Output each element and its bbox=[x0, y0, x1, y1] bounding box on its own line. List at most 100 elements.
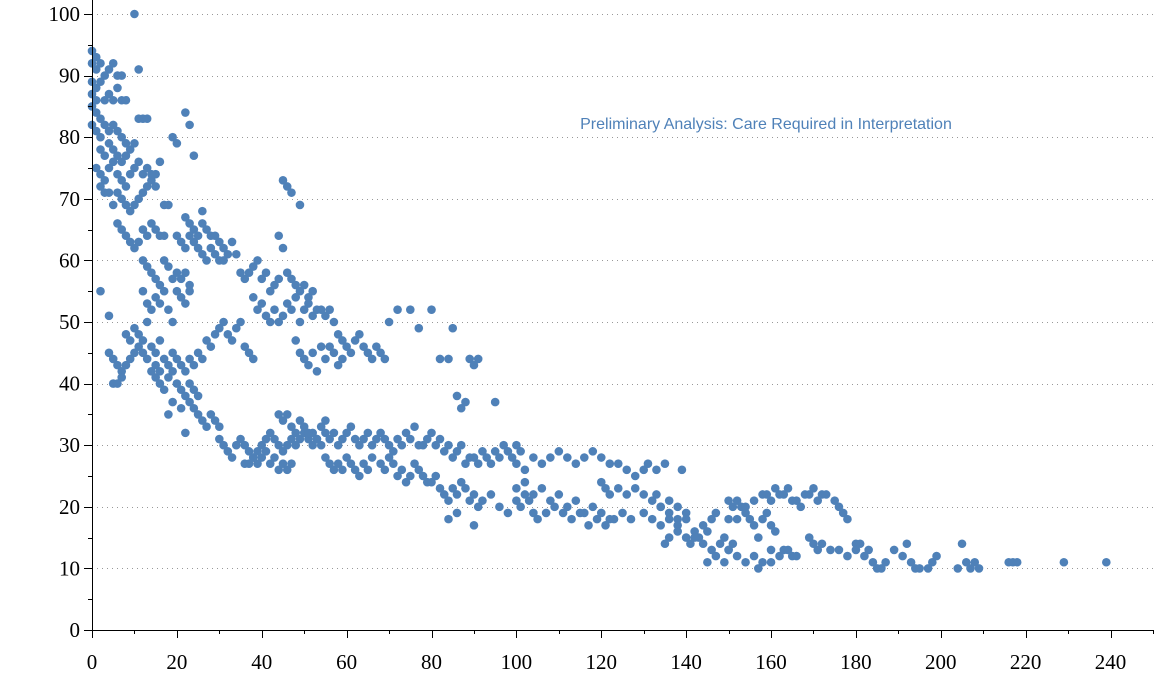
data-point bbox=[270, 280, 279, 290]
data-point bbox=[406, 471, 415, 481]
data-point bbox=[113, 151, 122, 160]
data-point bbox=[240, 440, 250, 450]
data-point bbox=[261, 268, 271, 278]
data-point bbox=[439, 490, 449, 499]
data-point bbox=[151, 373, 160, 382]
data-point bbox=[512, 496, 521, 505]
data-point bbox=[91, 65, 101, 74]
data-point bbox=[287, 434, 296, 444]
data-point bbox=[444, 354, 453, 364]
y-tick-label: 10 bbox=[59, 556, 80, 580]
data-point bbox=[189, 360, 199, 370]
data-point bbox=[287, 422, 296, 432]
data-point bbox=[724, 514, 733, 524]
data-point bbox=[198, 219, 207, 228]
data-point bbox=[176, 403, 186, 413]
data-point bbox=[176, 274, 186, 284]
data-point bbox=[147, 366, 156, 376]
data-point bbox=[520, 465, 530, 475]
data-point bbox=[181, 108, 190, 117]
data-point bbox=[393, 434, 402, 444]
data-point bbox=[592, 514, 602, 524]
data-point bbox=[448, 453, 458, 462]
data-point bbox=[596, 453, 606, 462]
data-point bbox=[278, 447, 288, 456]
x-tick-label: 120 bbox=[586, 650, 618, 674]
data-point bbox=[673, 520, 682, 530]
data-point bbox=[355, 330, 364, 339]
data-point bbox=[282, 182, 292, 191]
data-point bbox=[435, 434, 445, 444]
data-point bbox=[698, 539, 708, 549]
data-point bbox=[244, 447, 254, 456]
data-point bbox=[134, 342, 143, 351]
x-tick-label: 40 bbox=[251, 650, 272, 674]
data-point bbox=[96, 169, 105, 179]
data-point bbox=[928, 557, 937, 567]
data-point bbox=[168, 366, 177, 376]
data-point bbox=[138, 188, 148, 197]
data-point bbox=[308, 348, 317, 358]
data-point bbox=[265, 317, 275, 327]
data-point bbox=[749, 520, 759, 530]
data-point bbox=[766, 520, 776, 530]
data-point bbox=[117, 157, 127, 167]
data-point bbox=[537, 484, 547, 493]
data-point bbox=[529, 453, 538, 462]
data-point bbox=[779, 490, 789, 499]
data-point bbox=[274, 465, 284, 475]
data-point bbox=[495, 453, 504, 462]
data-point bbox=[414, 465, 424, 475]
data-point bbox=[868, 557, 878, 567]
data-point bbox=[248, 262, 258, 271]
data-point bbox=[554, 490, 564, 499]
data-point bbox=[826, 545, 835, 555]
data-point bbox=[809, 484, 818, 493]
data-point bbox=[473, 354, 483, 364]
data-point bbox=[804, 533, 814, 542]
data-point bbox=[316, 305, 326, 314]
data-point bbox=[142, 354, 152, 364]
data-point bbox=[410, 422, 419, 432]
data-point bbox=[231, 249, 241, 259]
data-point bbox=[117, 225, 127, 234]
data-point bbox=[210, 416, 220, 425]
data-point bbox=[860, 551, 869, 561]
y-tick-label: 40 bbox=[59, 372, 80, 396]
data-point bbox=[100, 95, 110, 105]
data-point bbox=[707, 514, 716, 524]
data-point bbox=[554, 447, 564, 456]
data-point bbox=[125, 354, 135, 364]
data-point bbox=[762, 508, 772, 518]
data-point bbox=[287, 305, 296, 314]
data-point bbox=[575, 508, 585, 518]
data-point bbox=[164, 305, 173, 314]
data-point bbox=[168, 317, 177, 327]
data-point bbox=[108, 145, 118, 154]
data-point bbox=[91, 52, 101, 62]
data-point bbox=[384, 317, 394, 327]
data-point bbox=[461, 459, 470, 468]
data-point bbox=[113, 379, 122, 388]
data-point bbox=[363, 465, 373, 475]
data-point bbox=[142, 163, 152, 173]
data-point bbox=[236, 434, 245, 444]
data-point bbox=[754, 533, 763, 542]
data-point bbox=[155, 379, 165, 388]
data-point bbox=[181, 428, 190, 438]
data-point bbox=[253, 459, 262, 468]
data-point bbox=[681, 508, 691, 518]
data-point bbox=[906, 557, 916, 567]
data-point bbox=[732, 496, 742, 505]
data-point bbox=[274, 440, 284, 450]
data-point bbox=[198, 206, 207, 216]
data-point bbox=[172, 354, 182, 364]
data-point bbox=[465, 496, 475, 505]
data-point bbox=[406, 305, 415, 314]
data-point bbox=[138, 256, 148, 265]
data-point bbox=[138, 348, 148, 358]
data-point bbox=[159, 286, 169, 296]
y-tick-label: 30 bbox=[59, 433, 80, 457]
data-point bbox=[473, 502, 483, 512]
data-point bbox=[448, 323, 458, 333]
